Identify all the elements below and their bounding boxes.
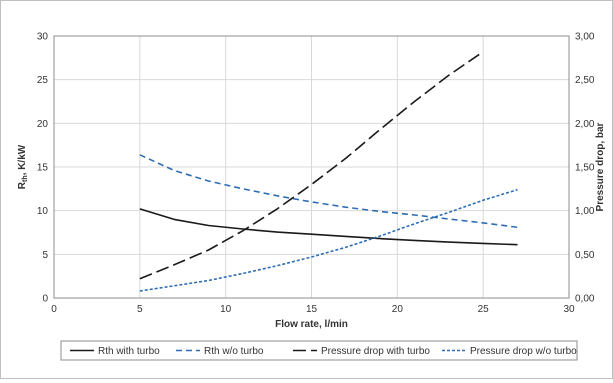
legend: Rth with turbo Rth w/o turbo Pressure drop… [60,340,578,361]
x-tick-label: 15 [306,304,318,315]
y2-axis-title: Pressure drop, bar [595,122,606,211]
grid-lines [53,35,570,299]
series-line-2 [139,51,484,280]
y-axis-title-main: R [17,181,28,189]
y2-tick-label: 0,50 [575,250,595,261]
x-tick-labels: 0 5 10 15 20 25 30 [51,304,575,315]
series-layer [139,51,518,292]
y2-tick-labels: 0,00 0,50 1,00 1,50 2,00 2,50 3,00 [575,32,595,305]
legend-label: Pressure drop w/o turbo [470,346,577,357]
y-tick-label: 25 [37,75,49,86]
plot-area [53,35,570,299]
y-tick-label: 5 [42,250,48,261]
legend-box [60,340,578,361]
legend-label: Rth w/o turbo [204,346,264,357]
y-tick-label: 20 [37,119,49,130]
x-axis-title: Flow rate, l/min [275,319,348,330]
y2-tick-label: 2,00 [575,119,595,130]
y2-tick-label: 1,00 [575,206,595,217]
y-tick-label: 15 [37,163,49,174]
series-line-3 [139,188,518,292]
series-line-1 [139,154,518,229]
y-tick-label: 0 [42,294,48,305]
y-axis-title-subscript: th [22,175,29,182]
x-tick-label: 0 [51,304,57,315]
y-axis-title-rest: , K/kW [17,144,28,175]
x-tick-label: 10 [220,304,232,315]
y2-tick-label: 1,50 [575,163,595,174]
y-tick-label: 30 [37,32,49,43]
legend-label: Rth with turbo [98,346,160,357]
x-tick-label: 25 [478,304,490,315]
y-tick-labels: 0 5 10 15 20 25 30 [37,32,49,305]
y2-tick-label: 2,50 [575,75,595,86]
y-tick-label: 10 [37,206,49,217]
x-tick-label: 30 [563,304,575,315]
y2-tick-label: 3,00 [575,32,595,43]
y2-tick-label: 0,00 [575,294,595,305]
series-line-0 [139,208,518,246]
x-tick-label: 20 [392,304,404,315]
y-axis-title: Rth, K/kW [17,144,29,189]
legend-label: Pressure drop with turbo [321,346,430,357]
x-tick-label: 5 [137,304,143,315]
